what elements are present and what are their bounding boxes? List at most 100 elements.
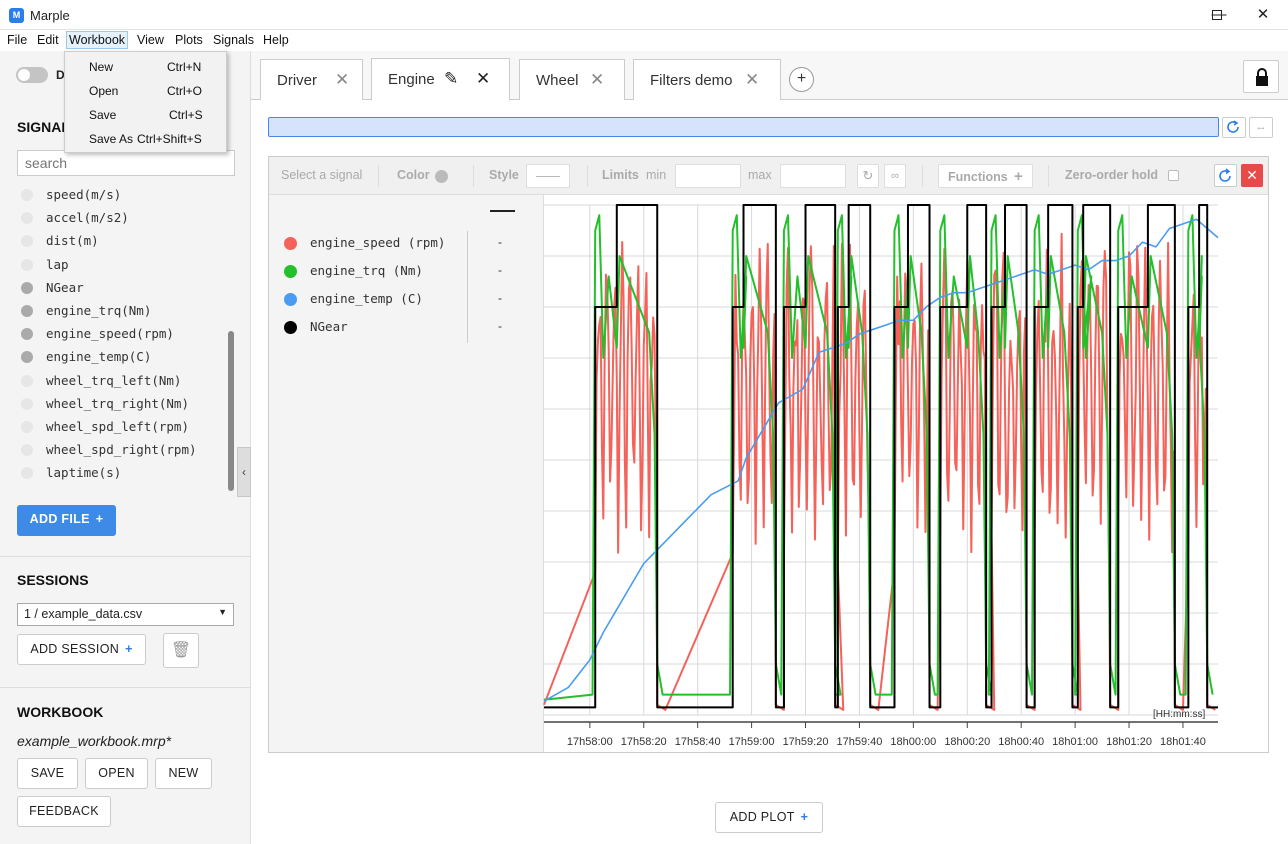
open-button[interactable]: OPEN [85,758,148,789]
collapse-sidebar-button[interactable]: ‹ [237,447,251,497]
toggle-label: D [56,68,65,82]
delete-plot-button[interactable]: ✕ [1241,164,1263,187]
signal-name: wheel_trq_right(Nm) [46,395,189,411]
functions-button[interactable]: Functions + [938,164,1033,188]
legend-item[interactable]: engine_trq (Nm) - [269,261,529,281]
tab-driver[interactable]: Driver ✕ [260,59,363,100]
max-limit-input[interactable] [780,164,846,188]
engine-temp-line [543,218,1219,702]
signal-name: lap [46,256,69,272]
menu-item-open[interactable]: Open [89,84,119,98]
time-range-slider[interactable] [268,117,1219,137]
menu-view[interactable]: View [137,33,164,47]
menu-plots[interactable]: Plots [175,33,203,47]
style-label: Style [489,168,519,182]
session-selected-value: 1 / example_data.csv [24,607,143,621]
zero-order-hold-label: Zero-order hold [1065,168,1159,182]
legend-color-dot [284,321,297,334]
menu-signals[interactable]: Signals [213,33,254,47]
zero-order-hold-checkbox[interactable] [1168,170,1179,181]
link-icon[interactable]: ∞ [884,164,906,188]
legend-item[interactable]: engine_temp (C) - [269,289,529,309]
fit-range-button[interactable]: ↔ [1249,117,1273,138]
save-button[interactable]: SAVE [17,758,78,789]
signal-status-dot [21,444,33,457]
x-tick-label: 17h59:40 [836,736,882,748]
add-plot-button[interactable]: ADD PLOT + [715,802,823,833]
signal-item[interactable]: lap [17,255,227,275]
signal-item[interactable]: dist(m) [17,231,227,251]
close-tab-icon[interactable]: ✕ [745,70,760,89]
search-input[interactable] [17,150,235,176]
workbook-header: WORKBOOK [17,704,104,720]
engine-speed-line [543,232,1216,711]
reset-limits-icon[interactable]: ↻ [857,164,879,188]
lock-button[interactable] [1243,60,1279,93]
legend-signal-name: NGear [310,319,348,334]
close-tab-icon[interactable]: ✕ [590,70,605,89]
signal-item[interactable]: engine_temp(C) [17,347,227,367]
close-tab-icon[interactable]: ✕ [335,70,350,89]
edit-pencil-icon[interactable]: ✎ [444,69,459,88]
series-layer [543,204,1219,711]
delete-session-button[interactable]: 🗑 [163,633,199,668]
legend-item[interactable]: NGear - [269,317,529,337]
select-signal-label[interactable]: Select a signal [281,168,363,182]
theme-toggle[interactable] [16,67,48,83]
session-select[interactable]: 1 / example_data.csv ▼ [17,603,234,626]
signal-item[interactable]: laptime(s) [17,463,227,483]
add-file-button[interactable]: ADD FILE + [17,505,116,536]
menu-item-save[interactable]: Save [89,108,117,122]
menu-edit[interactable]: Edit [37,33,59,47]
line-chart[interactable]: 17h58:00 17h58:20 17h58:40 17h59:00 17h59:20… [268,195,1268,753]
signal-name: dist(m) [46,233,99,249]
signal-item[interactable]: speed(m/s) [17,185,227,205]
signal-name: engine_temp(C) [46,349,152,365]
menu-item-new[interactable]: New [89,60,114,74]
reset-plot-button[interactable] [1214,164,1237,187]
signal-item[interactable]: NGear [17,278,227,298]
signal-list-scrollbar[interactable] [228,331,234,491]
signal-status-dot [21,467,33,480]
dropdown-arrow-icon: ▼ [218,607,227,617]
feedback-button[interactable]: FEEDBACK [17,796,111,827]
signal-status-dot [21,212,33,225]
signal-item[interactable]: wheel_spd_right(rpm) [17,440,227,460]
min-limit-input[interactable] [675,164,741,188]
add-session-button[interactable]: ADD SESSION + [17,634,146,665]
close-window-icon[interactable]: ✕ [1256,6,1270,23]
new-button[interactable]: NEW [155,758,212,789]
signal-item[interactable]: engine_speed(rpm) [17,324,227,344]
signal-name: wheel_trq_left(Nm) [46,372,182,388]
menu-workbook[interactable]: Workbook [66,31,129,49]
line-style-select[interactable] [526,164,570,188]
legend-separator [467,231,468,343]
tab-wheel[interactable]: Wheel ✕ [519,59,625,100]
tab-filters-demo[interactable]: Filters demo ✕ [633,59,781,100]
legend-color-dot [284,237,297,250]
add-tab-button[interactable]: + [789,67,814,92]
signal-list: speed(m/s) accel(m/s2) dist(m) lap NGear engi… [17,183,232,491]
signal-item[interactable]: wheel_trq_left(Nm) [17,371,227,391]
plot-toolbar: Select a signal Color Style Limits min m… [269,157,1268,195]
close-tab-icon[interactable]: ✕ [476,69,491,88]
reset-range-button[interactable] [1222,117,1246,138]
signal-item[interactable]: wheel_trq_right(Nm) [17,394,227,414]
signal-item[interactable]: wheel_spd_left(rpm) [17,417,227,437]
functions-label: Functions [948,170,1008,184]
menu-item-save-as[interactable]: Save As [89,132,134,146]
menu-bar: File Edit Workbook View Plots Signals He… [0,30,1288,51]
limits-label: Limits [602,168,639,182]
signal-item[interactable]: engine_trq(Nm) [17,301,227,321]
color-swatch[interactable] [435,170,448,183]
maximize-icon[interactable] [1194,0,1240,30]
tab-engine[interactable]: Engine ✎ ✕ [371,58,510,101]
divider [0,687,250,688]
menu-file[interactable]: File [7,33,28,47]
plus-icon: + [95,512,104,526]
legend-item[interactable]: engine_speed (rpm) - [269,233,529,253]
menu-help[interactable]: Help [263,33,289,47]
legend-value: - [498,263,502,277]
signal-item[interactable]: accel(m/s2) [17,208,227,228]
min-label: min [646,168,667,182]
